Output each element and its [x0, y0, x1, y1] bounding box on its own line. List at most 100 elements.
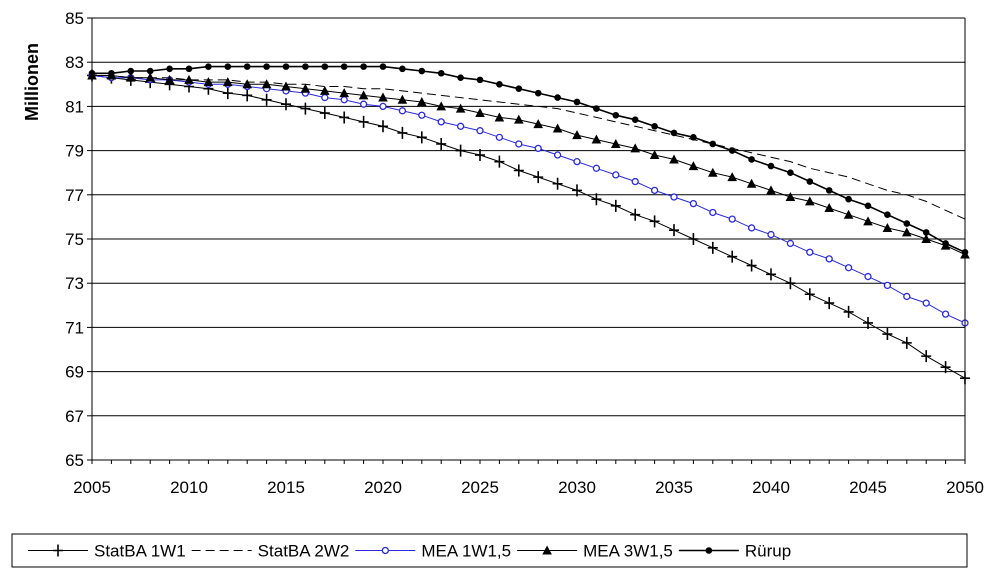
data-point-marker: [552, 123, 563, 133]
data-point-marker: [728, 215, 736, 223]
data-point-marker: [631, 116, 639, 123]
data-point-marker: [495, 133, 504, 141]
data-point-marker: [146, 67, 154, 75]
data-point-marker: [688, 233, 699, 245]
data-point-marker: [552, 177, 563, 190]
data-point-marker: [785, 277, 796, 290]
data-point-marker: [708, 167, 718, 177]
data-point-marker: [670, 193, 678, 201]
data-point-marker: [320, 85, 330, 95]
y-tick-label: 67: [65, 407, 84, 426]
data-point-marker: [242, 79, 252, 89]
data-point-marker: [554, 94, 561, 101]
data-point-marker: [592, 164, 601, 172]
data-point-marker: [805, 196, 815, 206]
data-point-marker: [572, 130, 582, 140]
data-point-marker: [824, 297, 835, 310]
data-point-marker: [281, 98, 291, 111]
y-tick-label: 75: [65, 230, 84, 249]
data-point-marker: [475, 149, 485, 162]
y-tick-label: 65: [65, 451, 84, 470]
data-point-marker: [514, 114, 524, 124]
legend-label: StatBA 2W2: [258, 542, 350, 561]
data-point-marker: [941, 310, 950, 318]
data-point-marker: [689, 199, 698, 208]
data-point-marker: [166, 65, 173, 73]
data-point-marker: [534, 144, 542, 153]
data-point-marker: [610, 199, 621, 212]
data-point-marker: [630, 143, 640, 153]
series-line: [91, 75, 966, 379]
legend: StatBA 1W1 StatBA 2W2 MEA 1W1,5 MEA 3W1,5 Rü…: [11, 533, 968, 568]
data-point-marker: [690, 134, 697, 141]
series-0: [87, 69, 970, 385]
data-point-marker: [494, 155, 505, 168]
data-point-marker: [533, 119, 543, 129]
data-point-marker: [455, 144, 466, 157]
x-tick-label: 2035: [655, 478, 693, 497]
data-point-marker: [669, 154, 679, 164]
y-tick-label: 71: [65, 318, 84, 337]
y-tick-label: 69: [65, 363, 84, 382]
data-point-marker: [513, 164, 524, 177]
data-point-marker: [903, 292, 911, 301]
y-tick-label: 81: [65, 97, 84, 116]
data-point-marker: [515, 140, 523, 148]
data-point-marker: [649, 215, 660, 228]
data-point-marker: [145, 72, 155, 82]
data-point-marker: [340, 63, 348, 70]
legend-item: StatBA 2W2: [191, 542, 350, 561]
data-point-marker: [222, 87, 233, 100]
data-point-marker: [728, 147, 736, 154]
x-tick-label: 2050: [946, 478, 984, 497]
data-point-marker: [572, 184, 582, 197]
x-tick-label: 2010: [170, 478, 208, 497]
data-point-marker: [359, 100, 368, 108]
data-point-marker: [436, 137, 447, 150]
data-point-marker: [709, 140, 717, 148]
data-point-marker: [882, 328, 893, 341]
data-point-marker: [476, 127, 484, 135]
data-point-marker: [224, 63, 232, 70]
data-point-marker: [844, 264, 853, 272]
x-tick-label: 2045: [849, 478, 887, 497]
data-point-marker: [863, 216, 873, 226]
data-point-marker: [397, 94, 408, 104]
legend-label: MEA 3W1,5: [583, 542, 673, 561]
series-layer: [87, 63, 970, 385]
data-point-marker: [457, 74, 464, 81]
data-point-marker: [591, 134, 602, 144]
x-tick-label: 2030: [558, 478, 596, 497]
data-point-marker: [399, 65, 406, 73]
x-tick-labels: 2005 2010 2015 2020 2025 2030 2035 2040 2045 2050: [73, 478, 984, 497]
y-tick-label: 83: [65, 53, 84, 72]
data-point-marker: [649, 150, 660, 160]
data-point-marker: [455, 103, 466, 113]
data-point-marker: [339, 88, 349, 98]
y-tick-label: 73: [65, 274, 84, 293]
data-point-marker: [631, 177, 639, 186]
data-point-marker: [300, 102, 311, 115]
data-point-marker: [302, 63, 309, 70]
data-point-marker: [630, 208, 641, 221]
data-point-marker: [319, 107, 330, 120]
data-point-marker: [921, 234, 931, 243]
data-point-marker: [321, 63, 329, 70]
x-tick-label: 2005: [73, 478, 111, 497]
data-point-marker: [748, 156, 755, 163]
data-point-marker: [824, 203, 834, 213]
data-point-marker: [223, 77, 233, 87]
data-point-marker: [261, 79, 272, 89]
data-point-marker: [593, 105, 600, 112]
data-point-marker: [845, 195, 852, 203]
series-line: [92, 75, 966, 255]
data-point-marker: [591, 193, 602, 206]
data-point-marker: [281, 81, 291, 91]
data-point-marker: [864, 202, 872, 210]
data-point-marker: [670, 129, 678, 137]
y-axis-label: Millionen: [22, 43, 42, 121]
data-point-marker: [650, 186, 659, 195]
data-point-marker: [767, 230, 775, 239]
series-line: [92, 75, 966, 220]
data-point-marker: [542, 545, 552, 555]
